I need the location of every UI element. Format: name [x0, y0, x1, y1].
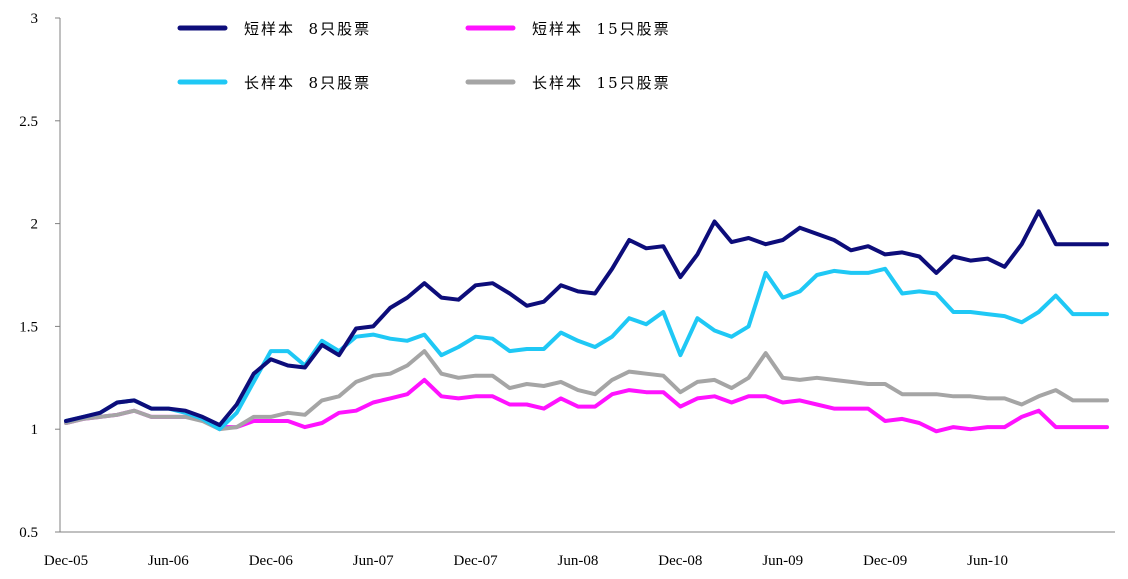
y-tick-label: 0.5 [19, 525, 38, 541]
x-tick-label: Jun-08 [558, 553, 599, 569]
x-tick-label: Dec-07 [453, 553, 498, 569]
series-lines [64, 209, 1109, 434]
x-tick-label: Dec-05 [44, 553, 88, 569]
legend-label-0: 短样本 8只股票 [244, 20, 371, 38]
legend-label-3: 长样本 15只股票 [532, 74, 671, 92]
series-line-0 [64, 209, 1109, 428]
y-tick-label: 2.5 [19, 114, 38, 130]
y-tick-label: 2 [31, 217, 39, 233]
x-tick-label: Jun-07 [353, 553, 394, 569]
x-tick-label: Jun-06 [148, 553, 189, 569]
x-tick-label: Dec-06 [249, 553, 294, 569]
y-tick-label: 1 [31, 422, 39, 438]
x-tick-label: Dec-08 [658, 553, 702, 569]
x-axis-ticks: Dec-05 Jun-06 Dec-06 Jun-07 Dec-07 Jun-08 Dec-… [44, 553, 1008, 569]
series-line-3 [64, 349, 1109, 432]
x-tick-label: Dec-09 [863, 553, 907, 569]
series-line-2 [64, 266, 1109, 432]
axes [59, 18, 1115, 533]
y-tick-label: 1.5 [19, 319, 38, 335]
x-tick-label: Jun-09 [762, 553, 803, 569]
y-tick-label: 3 [31, 11, 39, 27]
legend-label-2: 长样本 8只股票 [244, 74, 371, 92]
legend-label-1: 短样本 15只股票 [532, 20, 671, 38]
x-tick-label: Jun-10 [967, 553, 1008, 569]
y-axis-ticks: 3 2.5 2 1.5 1 0.5 [19, 11, 60, 541]
